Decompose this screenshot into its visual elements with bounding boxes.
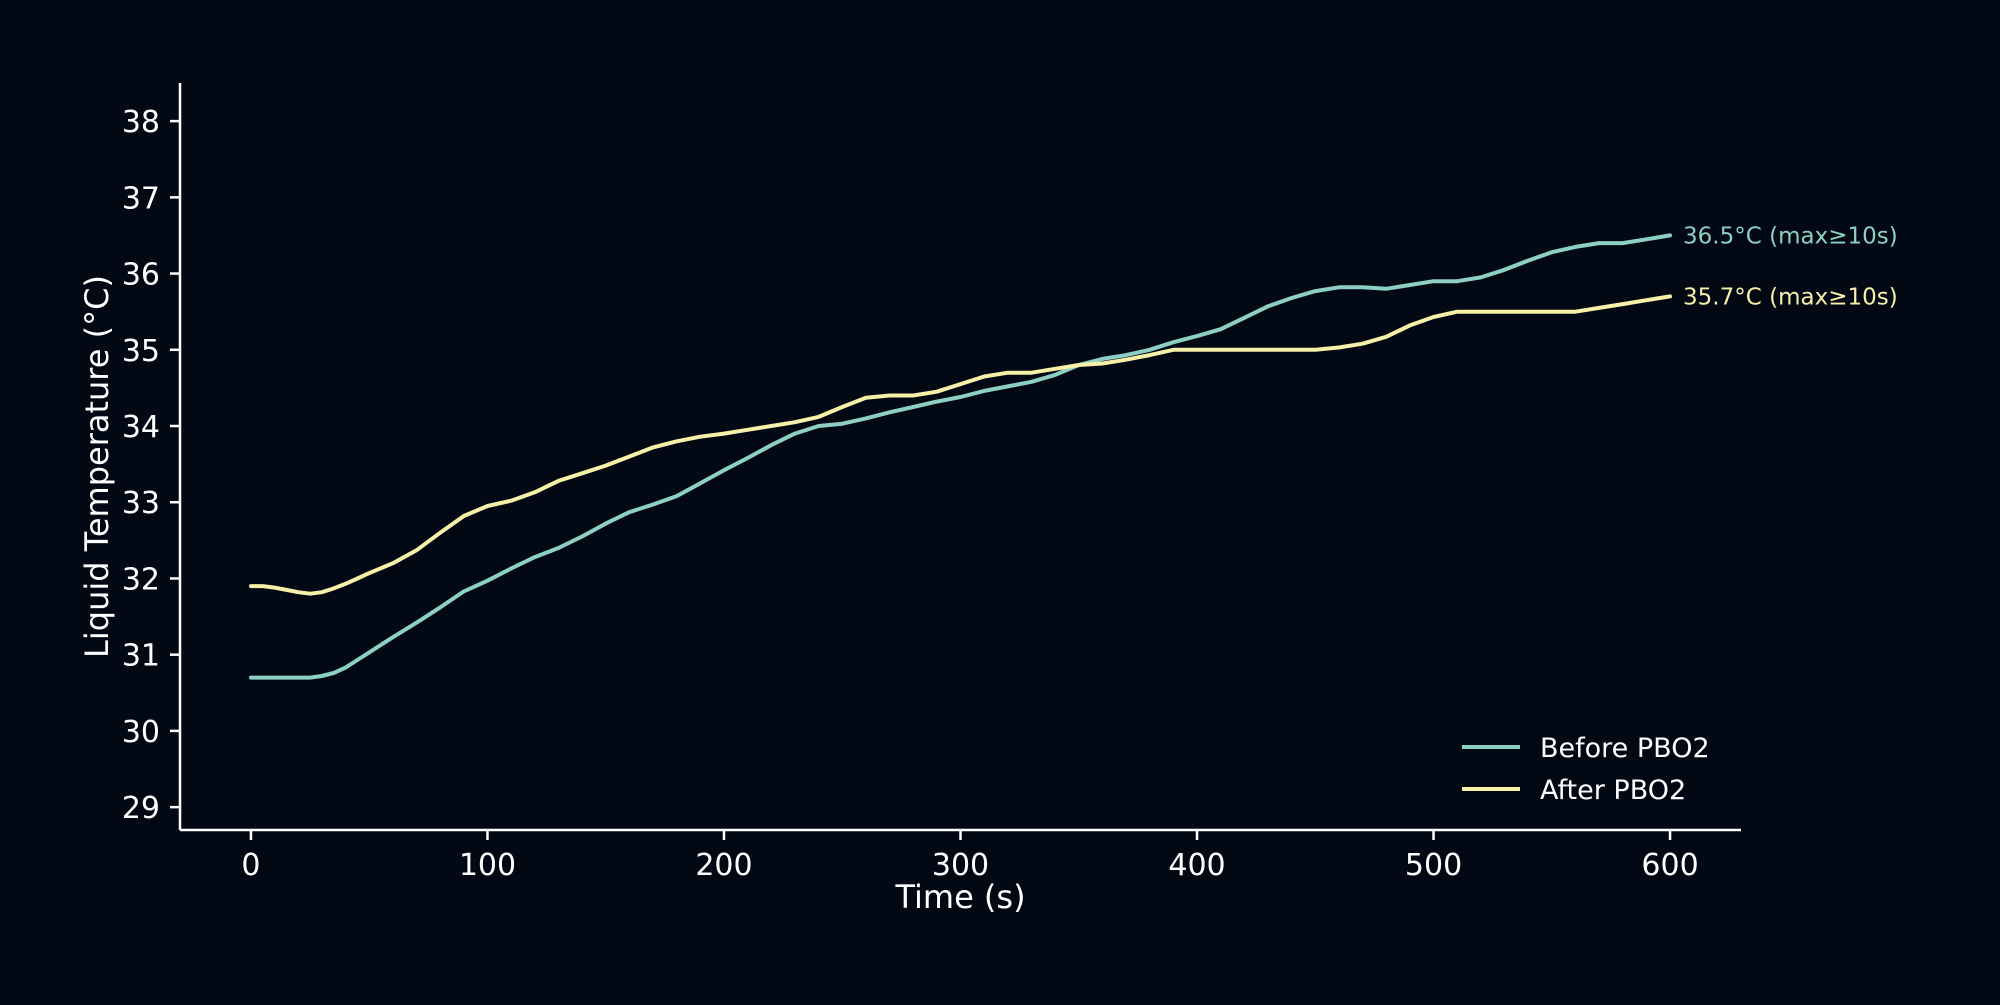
y-tick-label: 38: [122, 105, 160, 140]
series-line-0: [249, 233, 1672, 680]
axes: 0 100 200 300 400 500 600 29 30 31 32 33 34 35 36 37 38: [122, 83, 1741, 883]
y-tick-label: 35: [122, 334, 160, 369]
x-axis-label: Time (s): [894, 878, 1025, 916]
legend: Before PBO2 After PBO2: [1462, 733, 1710, 806]
y-tick-label: 30: [122, 715, 160, 750]
series-end-label-1: 35.7°C (max≥10s): [1683, 284, 1898, 310]
y-tick-label: 33: [122, 486, 160, 521]
series-line-1: [249, 294, 1672, 596]
x-tick-label: 400: [1168, 848, 1225, 883]
y-tick-label: 32: [122, 562, 160, 597]
x-tick-label: 600: [1641, 848, 1698, 883]
y-tick-label: 31: [122, 639, 160, 674]
y-tick-label: 29: [122, 791, 160, 826]
y-axis-label: Liquid Temperature (°C): [78, 275, 116, 658]
x-tick-label: 300: [932, 848, 989, 883]
x-tick-label: 500: [1405, 848, 1462, 883]
series-end-label-0: 36.5°C (max≥10s): [1683, 223, 1898, 249]
end-labels: 36.5°C (max≥10s) 35.7°C (max≥10s): [1683, 223, 1898, 310]
y-ticks: 29 30 31 32 33 34 35 36 37 38: [122, 105, 180, 826]
legend-label-1: After PBO2: [1540, 775, 1686, 806]
x-tick-label: 200: [695, 848, 752, 883]
y-tick-label: 34: [122, 410, 160, 445]
y-tick-label: 37: [122, 181, 160, 216]
x-tick-label: 0: [241, 848, 260, 883]
x-tick-label: 100: [459, 848, 516, 883]
x-ticks: 0 100 200 300 400 500 600: [241, 830, 1699, 883]
series-lines: [249, 233, 1672, 680]
legend-label-0: Before PBO2: [1540, 733, 1710, 764]
y-tick-label: 36: [122, 258, 160, 293]
